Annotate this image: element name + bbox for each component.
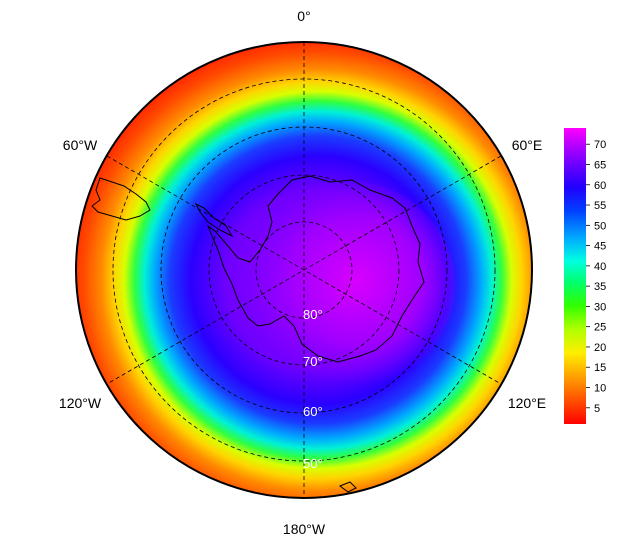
colorbar-tick-label: 50 [594, 220, 606, 232]
colorbar-tick-label: 40 [594, 261, 606, 273]
map-frame [75, 41, 533, 499]
lon-label-upper-right: 60°E [512, 137, 543, 153]
colorbar: 5 10 15 20 25 30 35 40 45 50 55 60 65 70 [564, 128, 606, 424]
antarctic-peninsula [194, 202, 234, 238]
colorbar-tick-label: 35 [594, 281, 606, 293]
new-zealand-islet [338, 481, 357, 493]
colorbar-tick-label: 15 [594, 362, 606, 374]
colorbar-tick-label: 25 [594, 322, 606, 334]
lat-label-50: 50° [303, 456, 323, 471]
longitude-labels: 0° 60°W 60°E 120°W 120°E 180°W [59, 8, 546, 537]
lat-label-70: 70° [303, 354, 323, 369]
coastlines [91, 175, 425, 493]
south-america-tip [91, 177, 151, 221]
colorbar-ramp [564, 128, 586, 424]
lon-label-bottom: 180°W [283, 521, 326, 537]
colorbar-tick-label: 65 [594, 159, 606, 171]
colorbar-ticks: 5 10 15 20 25 30 35 40 45 50 55 60 65 70 [586, 139, 606, 415]
lon-label-lower-right: 120°E [508, 395, 546, 411]
graticule [106, 42, 502, 498]
colorbar-tick-label: 30 [594, 301, 606, 313]
lat-label-80: 80° [303, 307, 323, 322]
lon-label-top: 0° [297, 8, 310, 24]
lon-label-lower-left: 120°W [59, 395, 102, 411]
lat-circle-80 [255, 221, 353, 319]
colorbar-tick-label: 55 [594, 200, 606, 212]
colorbar-tick-label: 5 [594, 403, 600, 415]
lat-label-60: 60° [303, 404, 323, 419]
colorbar-tick-label: 60 [594, 180, 606, 192]
colorbar-tick-label: 10 [594, 383, 606, 395]
antarctica-outline [206, 175, 425, 363]
colorbar-tick-label: 70 [594, 139, 606, 151]
ozone-hole-core [235, 180, 455, 390]
meridian-60w-120e [106, 155, 502, 385]
colorbar-tick-label: 45 [594, 241, 606, 253]
latitude-labels: 80° 70° 60° 50° [303, 307, 323, 471]
map-disc [76, 42, 532, 498]
colorbar-tick-label: 20 [594, 342, 606, 354]
lon-label-upper-left: 60°W [63, 137, 98, 153]
